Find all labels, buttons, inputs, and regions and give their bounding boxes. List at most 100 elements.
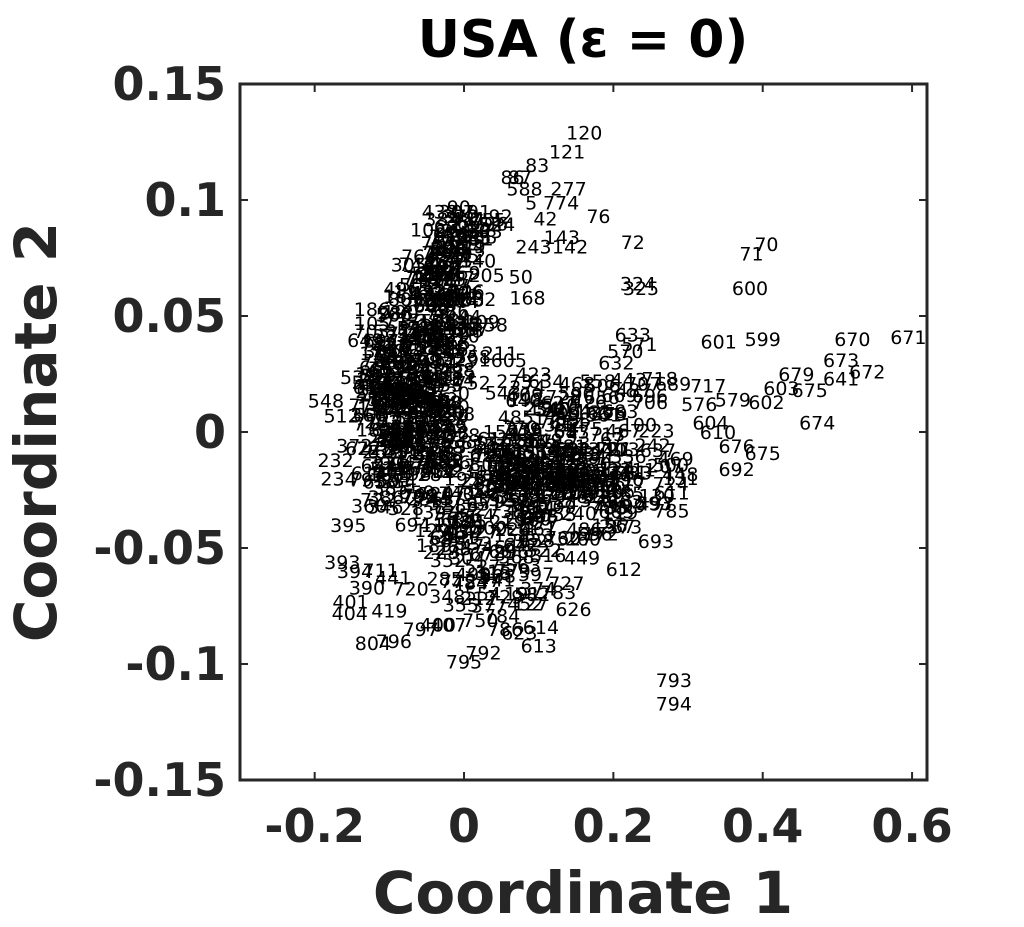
point-label: 77 [431,502,455,524]
point-label: 758 [403,338,439,360]
point-label: 318 [475,563,511,585]
point-label: 199 [609,495,645,517]
point-label: 160 [433,282,469,304]
point-label: 80 [517,462,541,484]
point-label: 665 [415,392,451,414]
point-label: 679 [778,364,814,386]
y-tick-label: 0.1 [145,173,227,227]
point-label: 613 [521,635,557,657]
point-label: 582 [514,584,550,606]
point-label: 407 [430,615,466,637]
y-tick-label: 0.15 [113,57,227,111]
point-label: 730 [434,383,470,405]
point-label: 541 [450,512,486,534]
point-label: 574 [552,456,588,478]
point-label: 622 [345,438,381,460]
point-label: 299 [442,436,478,458]
point-label: 551 [554,481,590,503]
point-label: 564 [459,505,495,527]
point-label: 198 [508,389,544,411]
point-label: 146 [531,459,567,481]
point-label: 645 [390,417,426,439]
point-label: 544 [376,434,412,456]
point-label: 113 [603,439,639,461]
point-label: 433 [486,439,522,461]
point-label: 143 [544,227,580,249]
point-label: 303 [466,221,502,243]
point-label: 634 [528,371,564,393]
point-label: 695 [507,466,543,488]
point-label: 183 [356,420,392,442]
point-label: 97 [606,439,630,461]
point-label: 754 [448,512,484,534]
point-label: 222 [391,411,427,433]
point-label: 360 [351,495,387,517]
point-label: 693 [638,531,674,553]
point-label: 195 [444,468,480,490]
x-tick-label: 0.6 [871,799,953,853]
point-label: 552 [420,461,456,483]
point-label: 305 [391,255,427,277]
point-label: 708 [412,293,448,315]
point-label: 598 [555,409,591,431]
point-label: 471 [441,482,477,504]
point-label: 175 [500,442,536,464]
point-label: 594 [577,449,613,471]
point-label: 339 [367,394,403,416]
point-label: 70 [754,234,778,256]
point-label: 405 [545,470,581,492]
point-label: 92 [489,206,513,228]
point-label: 474 [477,440,513,462]
point-label: 556 [503,430,539,452]
point-label: 420 [402,360,438,382]
point-label: 592 [427,451,463,473]
point-label: 683 [602,401,638,423]
point-label: 406 [522,506,558,528]
point-label: 481 [450,209,486,231]
point-label: 64 [409,374,433,396]
point-label: 531 [555,440,591,462]
point-label: 370 [442,206,478,228]
point-label: 238 [502,455,538,477]
point-label: 250 [402,295,438,317]
point-label: 418 [428,369,464,391]
point-label: 171 [533,408,569,430]
point-label: 527 [464,556,500,578]
point-label: 637 [640,440,676,462]
point-label: 460 [580,474,616,496]
point-label: 259 [416,435,452,457]
point-label: 606 [353,404,389,426]
point-label: 79 [426,302,450,324]
point-label: 379 [399,456,435,478]
point-label: 78 [542,463,566,485]
point-label: 559 [407,318,443,340]
point-label: 492 [428,333,464,355]
point-label: 263 [362,441,398,463]
point-label: 701 [415,330,451,352]
point-label: 71 [739,243,763,265]
point-label: 615 [392,382,428,404]
point-label: 466 [359,375,395,397]
point-label: 526 [432,339,468,361]
point-label: 608 [487,452,523,474]
point-label: 272 [378,410,414,432]
point-label: 588 [506,178,542,200]
point-label: 254 [524,398,560,420]
point-label: 136 [374,338,410,360]
point-label: 137 [432,289,468,311]
point-label: 231 [457,229,493,251]
point-label: 560 [376,304,412,326]
point-label: 430 [407,326,443,348]
point-label: 388 [374,335,410,357]
point-label: 296 [493,541,529,563]
point-label: 681 [551,436,587,458]
y-tick-label: 0.05 [113,289,227,343]
point-label: 124 [599,458,635,480]
point-label: 493 [495,466,531,488]
point-label: 224 [439,369,475,391]
point-label: 252 [430,348,466,370]
point-label: 328 [444,425,480,447]
point-label: 103 [401,380,437,402]
point-label: 797 [403,619,439,641]
